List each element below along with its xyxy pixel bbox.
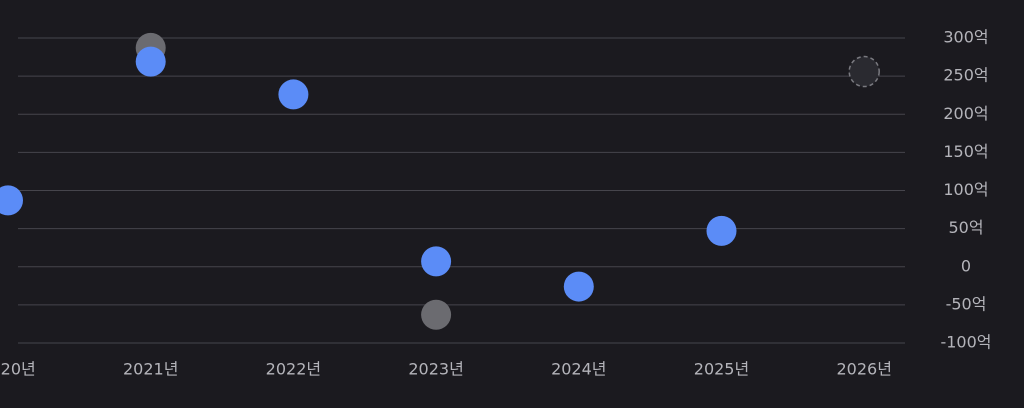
y-tick-label: 100억 [943, 180, 988, 199]
data-point [421, 299, 452, 330]
x-tick-label: 2021년 [123, 360, 178, 379]
x-tick-label: 2020년 [0, 360, 36, 379]
y-tick-label: 250억 [943, 66, 988, 85]
x-tick-label: 2025년 [694, 360, 749, 379]
data-point [278, 79, 309, 110]
y-tick-label: 50억 [948, 218, 983, 237]
x-tick-label: 2023년 [408, 360, 463, 379]
data-point [0, 185, 23, 216]
data-point [706, 215, 737, 246]
data-point [848, 55, 880, 88]
y-tick-label: -50억 [946, 294, 987, 313]
x-tick-label: 2022년 [266, 360, 321, 379]
y-tick-label: 300억 [943, 28, 988, 47]
y-tick-label: 0 [961, 256, 971, 275]
y-tick-label: -100억 [940, 333, 991, 352]
data-point [563, 271, 594, 302]
data-point [421, 246, 452, 277]
y-tick-label: 150억 [943, 142, 988, 161]
y-tick-label: 200억 [943, 104, 988, 123]
x-tick-label: 2024년 [551, 360, 606, 379]
x-tick-label: 2026년 [836, 360, 891, 379]
data-point [135, 46, 166, 77]
